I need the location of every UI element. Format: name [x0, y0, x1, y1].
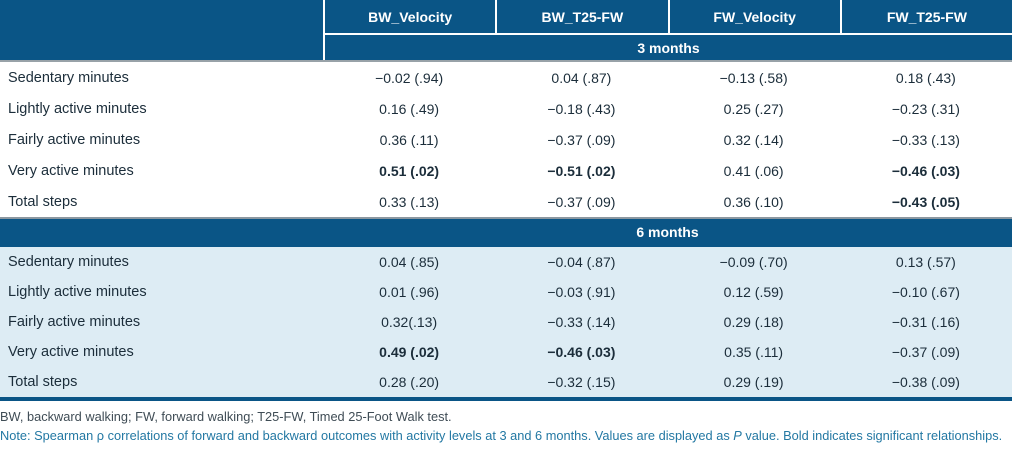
value-cell: 0.49 (.02): [379, 344, 440, 360]
table-row: Very active minutes 0.49 (.02) −0.46 (.0…: [0, 337, 1012, 367]
row-label: Lightly active minutes: [8, 284, 147, 300]
value-cell: 0.25 (.27): [723, 100, 784, 117]
table-row: Sedentary minutes −0.02 (.94) 0.04 (.87)…: [0, 62, 1012, 93]
table-row: Total steps 0.33 (.13) −0.37 (.09) 0.36 …: [0, 186, 1012, 217]
value-cell: 0.04 (.85): [379, 254, 440, 270]
table-row: Total steps 0.28 (.20) −0.32 (.15) 0.29 …: [0, 367, 1012, 397]
table-row: Sedentary minutes 0.04 (.85) −0.04 (.87)…: [0, 247, 1012, 277]
table-row: Very active minutes 0.51 (.02) −0.51 (.0…: [0, 155, 1012, 186]
value-cell: 0.12 (.59): [723, 284, 784, 300]
value-cell: −0.46 (.03): [547, 344, 616, 360]
value-cell: −0.46 (.03): [891, 162, 960, 179]
value-cell: 0.35 (.11): [724, 344, 784, 360]
row-label: Sedentary minutes: [8, 254, 129, 270]
table-bottom-rule: [0, 397, 1012, 401]
value-cell: −0.33 (.14): [547, 314, 616, 330]
value-cell: −0.43 (.05): [891, 193, 960, 210]
statistical-note: Note: Spearman ρ correlations of forward…: [0, 428, 1012, 443]
value-cell: 0.51 (.02): [379, 162, 440, 179]
value-cell: 0.32(.13): [381, 314, 438, 330]
note-suffix: value. Bold indicates significant relati…: [741, 428, 1003, 443]
value-cell: 0.36 (.10): [723, 193, 784, 210]
value-cell: −0.04 (.87): [547, 254, 616, 270]
value-cell: 0.36 (.11): [379, 131, 439, 148]
value-cell: −0.23 (.31): [891, 100, 960, 117]
value-cell: −0.18 (.43): [547, 100, 616, 117]
col-header-bw-t25fw: BW_T25-FW: [495, 0, 667, 33]
value-cell: 0.33 (.13): [379, 193, 440, 210]
table-row: Fairly active minutes 0.32(.13) −0.33 (.…: [0, 307, 1012, 337]
value-cell: −0.37 (.09): [891, 344, 960, 360]
row-label: Sedentary minutes: [8, 69, 129, 86]
band-spacer: [0, 219, 323, 247]
value-cell: −0.37 (.09): [547, 193, 616, 210]
value-cell: −0.10 (.67): [891, 284, 960, 300]
value-cell: 0.28 (.20): [379, 374, 440, 390]
value-cell: −0.38 (.09): [891, 374, 960, 390]
col-header-fw-velocity: FW_Velocity: [667, 0, 840, 33]
value-cell: 0.13 (.57): [895, 254, 956, 270]
section-6-months: Sedentary minutes 0.04 (.85) −0.04 (.87)…: [0, 247, 1012, 397]
table-header: BW_Velocity BW_T25-FW FW_Velocity FW_T25…: [0, 0, 1012, 62]
value-cell: 0.16 (.49): [379, 100, 440, 117]
value-cell: 0.04 (.87): [551, 69, 612, 86]
row-label: Lightly active minutes: [8, 100, 147, 117]
section-header-3-months: 3 months: [323, 33, 1012, 60]
value-cell: 0.29 (.18): [723, 314, 784, 330]
value-cell: −0.31 (.16): [891, 314, 960, 330]
col-header-bw-velocity: BW_Velocity: [323, 0, 495, 33]
value-cell: −0.09 (.70): [719, 254, 788, 270]
row-label: Total steps: [8, 193, 78, 210]
value-cell: 0.32 (.14): [723, 131, 784, 148]
value-cell: 0.18 (.43): [895, 69, 956, 86]
value-cell: −0.32 (.15): [547, 374, 616, 390]
row-label: Very active minutes: [8, 162, 134, 179]
row-label: Fairly active minutes: [8, 131, 141, 148]
value-cell: −0.13 (.58): [719, 69, 788, 86]
value-cell: 0.29 (.19): [723, 374, 784, 390]
section-3-months: Sedentary minutes −0.02 (.94) 0.04 (.87)…: [0, 62, 1012, 217]
header-corner-cell: [0, 0, 323, 60]
note-prefix: Note: Spearman ρ correlations of forward…: [0, 428, 734, 443]
table-row: Lightly active minutes 0.01 (.96) −0.03 …: [0, 277, 1012, 307]
table-footnotes: BW, backward walking; FW, forward walkin…: [0, 401, 1012, 443]
section-header-6-months-label: 6 months: [636, 224, 699, 240]
value-cell: −0.33 (.13): [891, 131, 960, 148]
row-label: Total steps: [8, 374, 78, 390]
value-cell: 0.41 (.06): [723, 162, 784, 179]
value-cell: −0.03 (.91): [547, 284, 616, 300]
value-cell: −0.37 (.09): [547, 131, 616, 148]
value-cell: −0.51 (.02): [547, 162, 616, 179]
table-row: Lightly active minutes 0.16 (.49) −0.18 …: [0, 93, 1012, 124]
value-cell: −0.02 (.94): [375, 69, 444, 86]
value-cell: 0.01 (.96): [379, 284, 440, 300]
note-italic-p: P: [733, 428, 742, 443]
row-label: Very active minutes: [8, 344, 134, 360]
row-label: Fairly active minutes: [8, 314, 141, 330]
section-header-6-months: 6 months: [0, 217, 1012, 247]
col-header-fw-t25fw: FW_T25-FW: [839, 0, 1012, 33]
abbreviations-note: BW, backward walking; FW, forward walkin…: [0, 409, 452, 424]
table-row: Fairly active minutes 0.36 (.11) −0.37 (…: [0, 124, 1012, 155]
